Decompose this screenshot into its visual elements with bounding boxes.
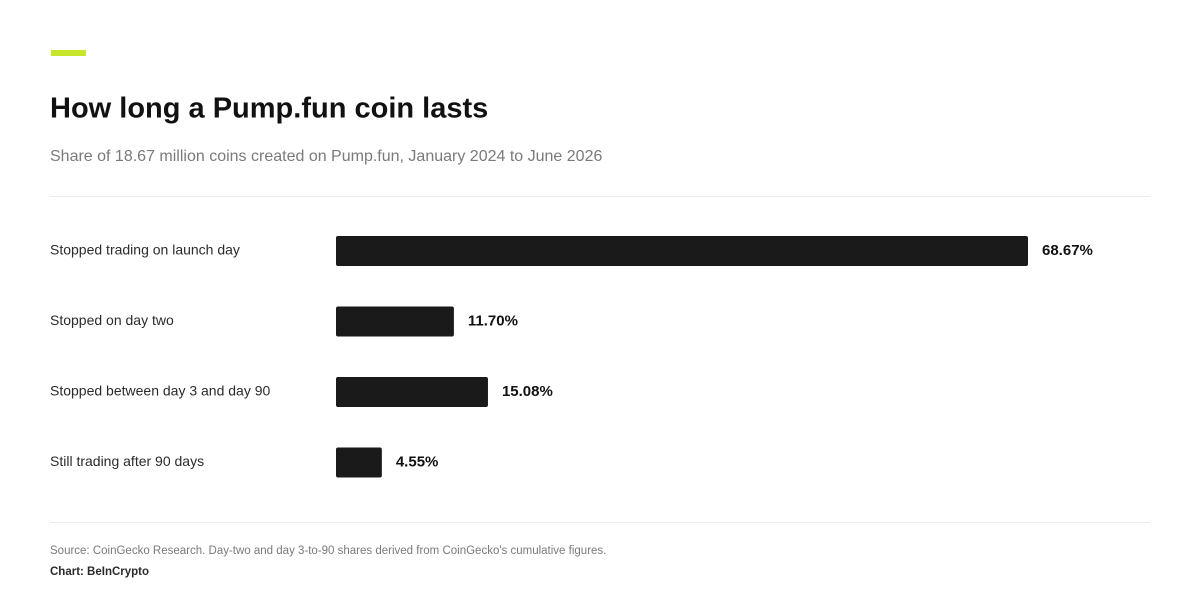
source-note: Source: CoinGecko Research. Day-two and … [50, 545, 606, 557]
value-label: 4.55% [396, 453, 439, 470]
bar [336, 377, 488, 407]
value-label: 68.67% [1042, 242, 1093, 259]
credit: Chart: BeInCrypto [50, 566, 149, 578]
category-label: Stopped on day two [50, 312, 174, 328]
accent-bar [51, 50, 86, 56]
category-label: Stopped between day 3 and day 90 [50, 383, 271, 399]
value-label: 11.70% [468, 312, 518, 329]
bar [336, 236, 1028, 266]
chart-title: How long a Pump.fun coin lasts [50, 93, 488, 125]
value-label: 15.08% [502, 383, 553, 400]
bar [336, 447, 382, 478]
chart-subtitle: Share of 18.67 million coins created on … [50, 148, 602, 165]
category-label: Still trading after 90 days [50, 453, 204, 469]
bar [336, 306, 454, 337]
category-label: Stopped trading on launch day [50, 242, 240, 258]
